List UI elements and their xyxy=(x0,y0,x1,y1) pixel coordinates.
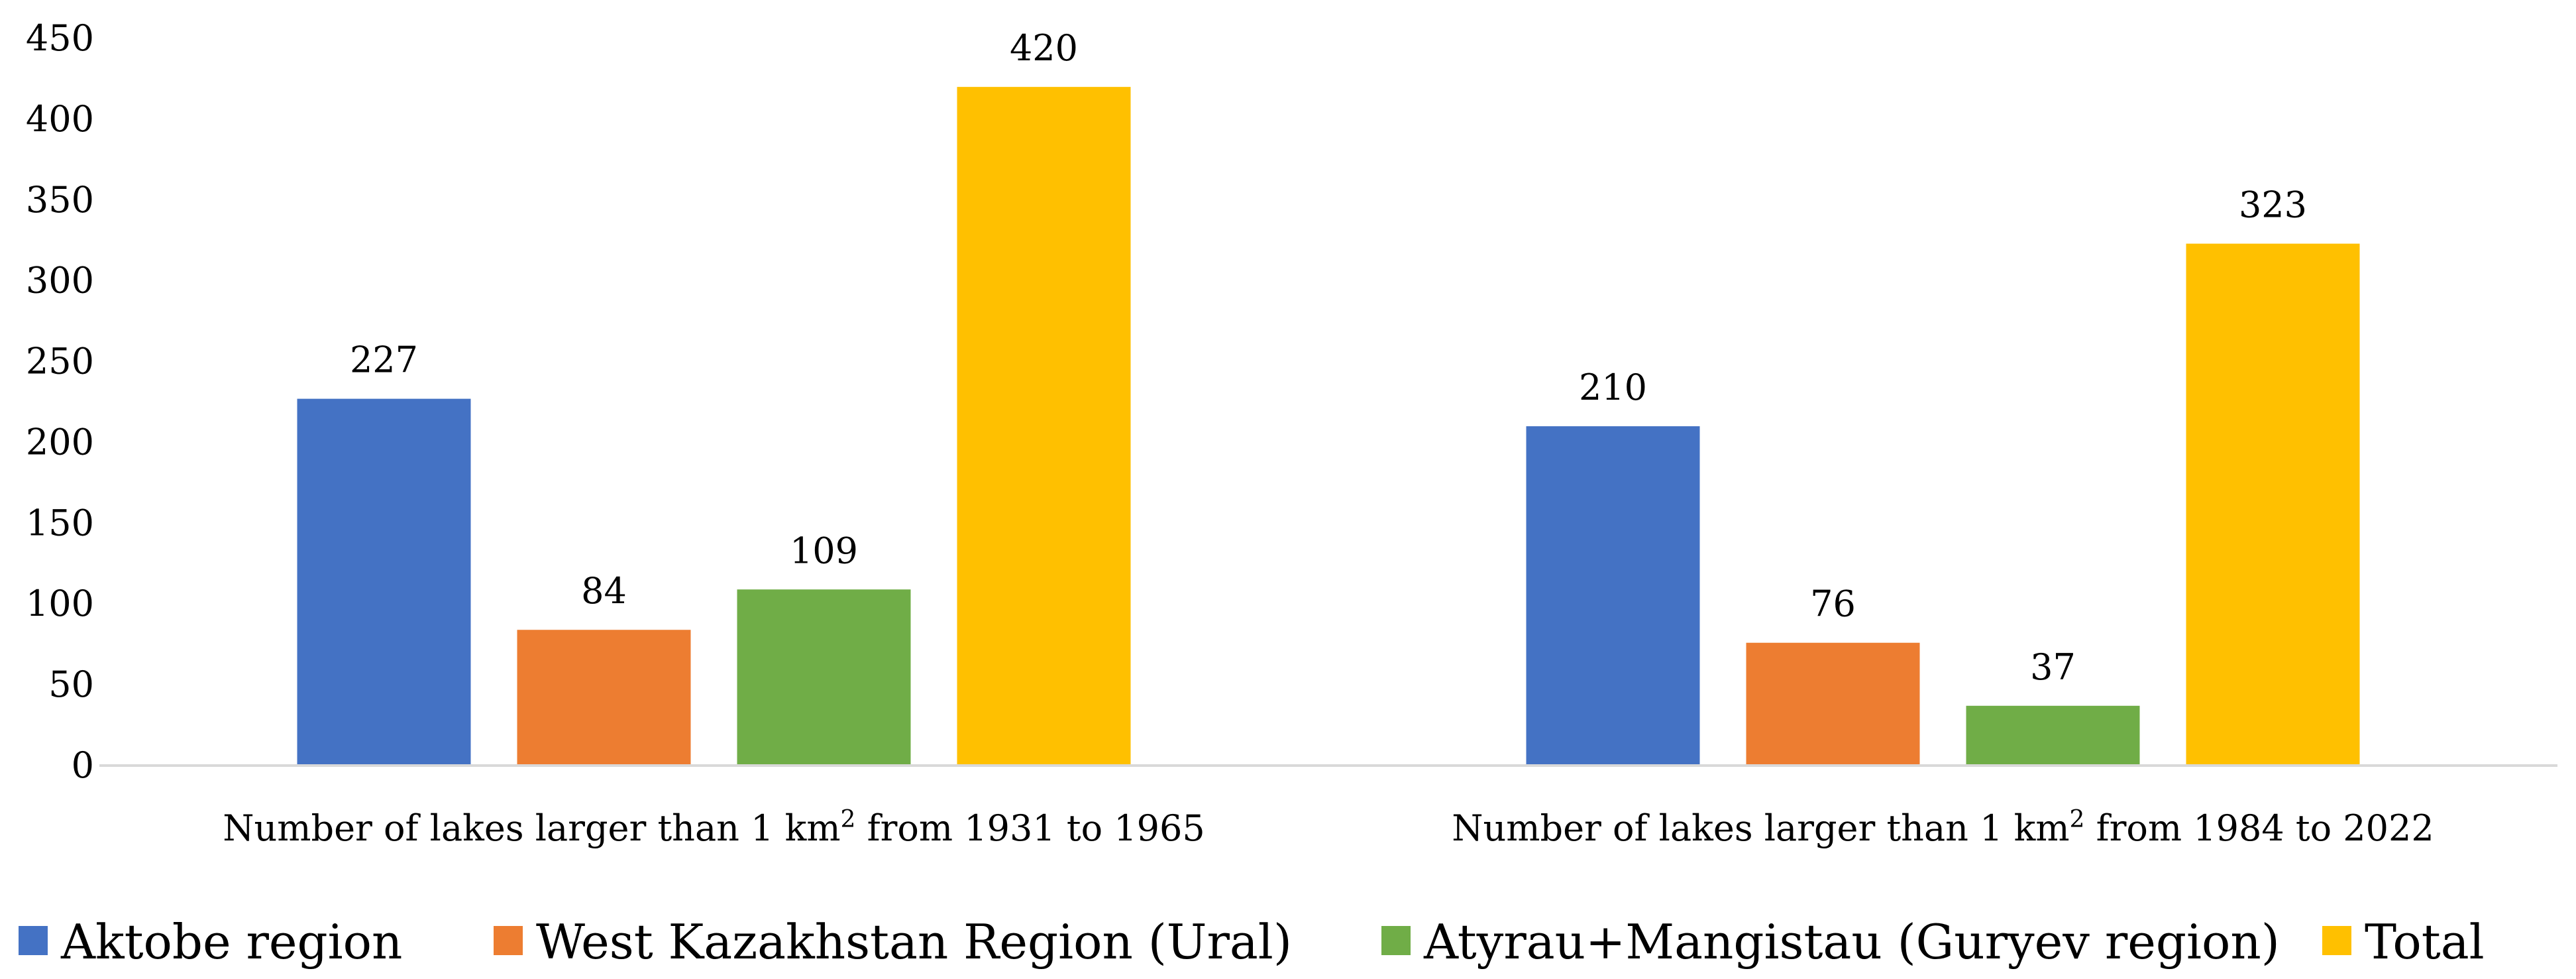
x-category-label: Number of lakes larger than 1 km2 from 1… xyxy=(223,806,1205,849)
y-tick-label: 100 xyxy=(26,583,94,624)
bars xyxy=(297,87,2360,766)
bar xyxy=(737,589,911,766)
legend-swatch xyxy=(494,926,523,955)
bar xyxy=(517,630,691,766)
legend: Aktobe region West Kazakhstan Region (Ura… xyxy=(19,914,2485,970)
y-tick-label: 400 xyxy=(26,98,94,140)
data-label: 37 xyxy=(2030,646,2076,688)
data-label: 109 xyxy=(790,530,858,571)
data-label: 210 xyxy=(1579,367,1647,408)
legend-item: Aktobe region xyxy=(19,914,402,970)
data-label: 323 xyxy=(2239,184,2307,226)
y-tick-label: 50 xyxy=(48,663,94,705)
bar xyxy=(1966,705,2140,766)
data-label: 420 xyxy=(1010,27,1078,69)
legend-label: West Kazakhstan Region (Ural) xyxy=(536,914,1292,970)
y-axis-ticks: 0 50 100 150 200 250 300 350 400 450 xyxy=(26,17,94,786)
bar xyxy=(2186,243,2360,766)
y-tick-label: 200 xyxy=(26,421,94,463)
x-category-label: Number of lakes larger than 1 km2 from 1… xyxy=(1452,806,2434,849)
bar xyxy=(1526,426,1700,766)
legend-item: Atyrau+Mangistau (Guryev region) xyxy=(1381,914,2280,970)
legend-item: Total xyxy=(2322,914,2485,970)
y-tick-label: 250 xyxy=(26,341,94,382)
legend-label: Aktobe region xyxy=(60,914,402,970)
y-tick-label: 450 xyxy=(26,17,94,59)
y-tick-label: 150 xyxy=(26,502,94,544)
y-tick-label: 0 xyxy=(72,744,94,786)
data-label: 84 xyxy=(581,570,627,612)
data-label: 227 xyxy=(350,339,418,381)
y-tick-label: 300 xyxy=(26,260,94,302)
y-tick-label: 350 xyxy=(26,179,94,221)
legend-swatch xyxy=(19,926,48,955)
legend-label: Atyrau+Mangistau (Guryev region) xyxy=(1423,914,2280,970)
bar xyxy=(957,87,1131,766)
category-labels: Number of lakes larger than 1 km2 from 1… xyxy=(223,806,2434,849)
bar xyxy=(1746,642,1920,766)
legend-swatch xyxy=(2322,926,2351,955)
data-labels: 227 84 109 420 210 76 37 323 xyxy=(350,27,2307,688)
legend-swatch xyxy=(1381,926,1411,955)
bar xyxy=(297,398,471,766)
legend-label: Total xyxy=(2365,914,2485,970)
legend-item: West Kazakhstan Region (Ural) xyxy=(494,914,1292,970)
data-label: 76 xyxy=(1810,583,1856,625)
